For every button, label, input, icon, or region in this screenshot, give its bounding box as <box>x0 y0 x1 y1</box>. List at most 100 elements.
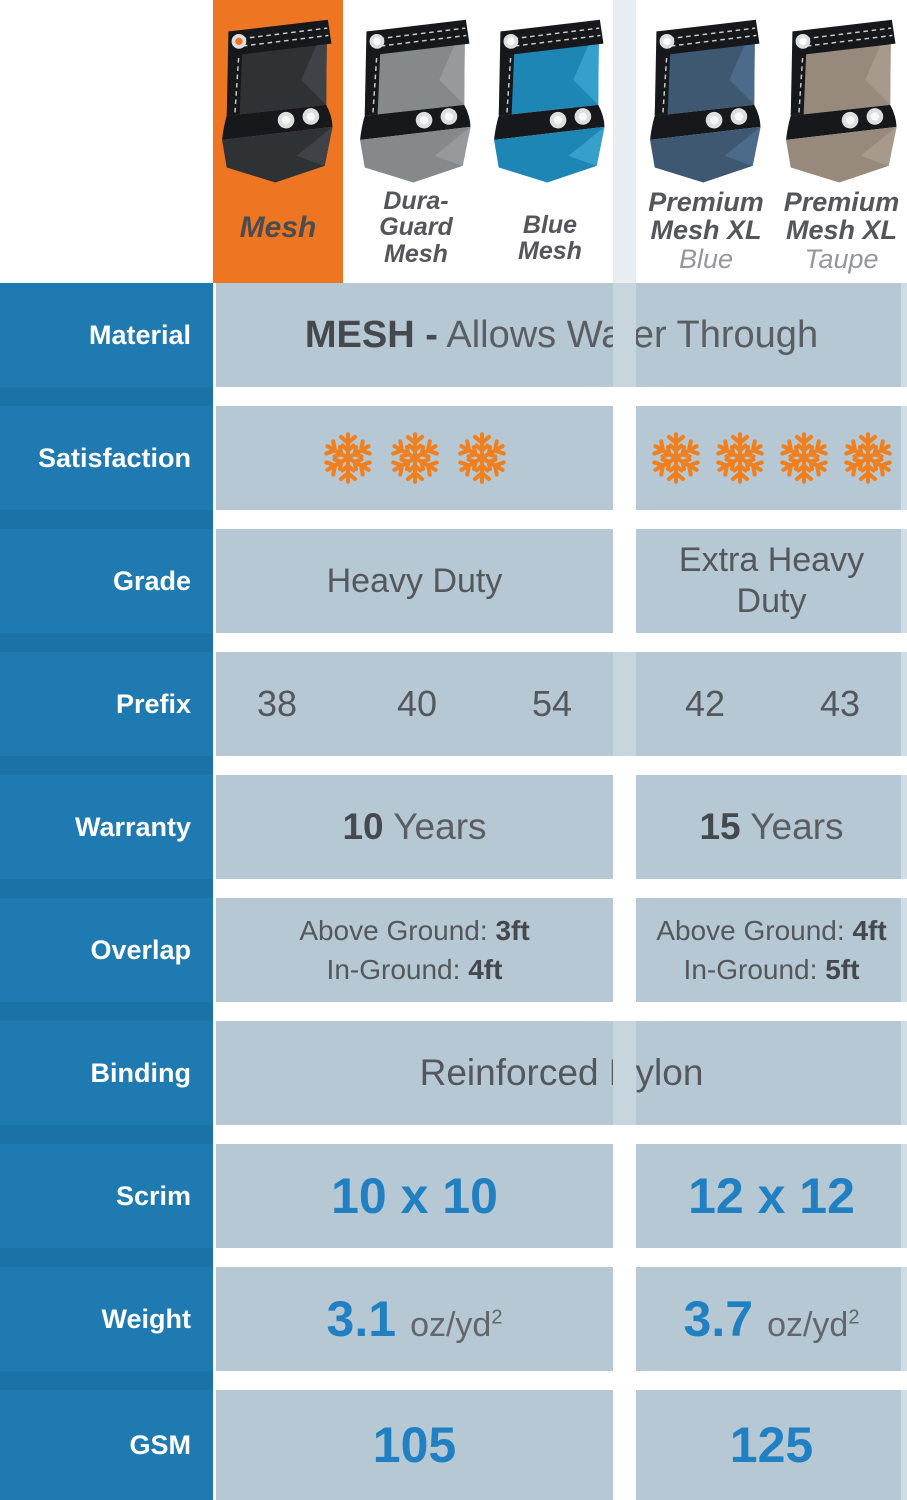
scrim-right-cell: 12 x 12 <box>636 1144 907 1248</box>
snowflake-icon <box>388 431 442 485</box>
row-overlap: Overlap Above Ground: 3ft In-Ground: 4ft… <box>0 898 907 1002</box>
premium-taupe-swatch-image <box>780 18 901 185</box>
gsm-right-cell: 125 <box>636 1390 907 1500</box>
product-column-blue-mesh: Blue Mesh <box>487 0 613 283</box>
row-label-prefix: Prefix <box>115 688 191 719</box>
satisfaction-right-cell <box>636 406 907 510</box>
right-edge-tint <box>901 406 907 510</box>
grade-left-value: Heavy Duty <box>326 561 503 600</box>
mesh-swatch-image <box>217 18 337 185</box>
row-label-weight: Weight <box>101 1303 192 1334</box>
right-edge-tint <box>901 898 907 1002</box>
sidebar-gap-stripe <box>0 1248 213 1267</box>
sidebar-gap-stripe <box>0 387 213 406</box>
product-label-mesh: Mesh <box>239 211 317 244</box>
overlap-right-value: Above Ground: 4ft In-Ground: 5ft <box>656 914 887 985</box>
overlap-right-cell: Above Ground: 4ft In-Ground: 5ft <box>636 898 907 1002</box>
material-cell: MESH - Allows Water Through <box>216 283 907 387</box>
product-column-premium-blue: Premium Mesh XL Blue <box>640 0 772 283</box>
dura-guard-swatch-image <box>355 18 475 185</box>
divider-tint <box>613 1021 636 1125</box>
product-header: Mesh Dura- Guard Mesh Blue Mesh Premium … <box>0 0 907 283</box>
overlap-left-cell: Above Ground: 3ft In-Ground: 4ft <box>216 898 613 1002</box>
product-column-dura-guard: Dura- Guard Mesh <box>346 0 486 283</box>
grade-right-value: Extra Heavy Duty <box>678 541 865 620</box>
prefix-value: 43 <box>819 683 861 724</box>
warranty-left-value: 10 Years <box>342 806 487 847</box>
right-edge-tint <box>901 652 907 756</box>
divider-tint <box>613 283 636 387</box>
snowflake-icon <box>321 431 375 485</box>
snowflake-icon <box>777 431 831 485</box>
snowflake-icon <box>649 431 703 485</box>
sidebar-gap-stripe <box>0 1125 213 1144</box>
row-gsm: GSM 105 125 <box>0 1390 907 1500</box>
snowflake-icon <box>841 431 895 485</box>
right-edge-tint <box>901 529 907 633</box>
row-satisfaction: Satisfaction <box>0 406 907 510</box>
gsm-left-cell: 105 <box>216 1390 613 1500</box>
sidebar-gap-stripe <box>0 1371 213 1390</box>
row-binding: Binding Reinforced Nylon <box>0 1021 907 1125</box>
gsm-right-value: 125 <box>729 1417 814 1473</box>
product-label-blue-mesh: Blue Mesh <box>518 211 582 266</box>
weight-right-cell: 3.7 oz/yd2 <box>636 1267 907 1371</box>
right-edge-tint <box>901 1021 907 1125</box>
row-label-binding: Binding <box>90 1057 191 1088</box>
weight-right-value: 3.7 oz/yd2 <box>683 1291 860 1347</box>
product-label-premium-blue: Premium Mesh XL Blue <box>648 187 764 274</box>
sidebar-gap-stripe <box>0 756 213 775</box>
row-prefix: Prefix 38 40 54 42 43 <box>0 652 907 756</box>
warranty-right-value: 15 Years <box>699 806 844 847</box>
right-edge-tint <box>901 1144 907 1248</box>
sidebar-gap-stripe <box>0 633 213 652</box>
snowflake-icon <box>455 431 509 485</box>
blue-mesh-swatch-image <box>489 18 609 185</box>
product-label-premium-taupe: Premium Mesh XL Taupe <box>783 187 900 274</box>
material-value: MESH - Allows Water Through <box>304 313 819 356</box>
row-warranty: Warranty 10 Years 15 Years <box>0 775 907 879</box>
sidebar-gap-stripe <box>0 879 213 898</box>
grade-right-cell: Extra Heavy Duty <box>636 529 907 633</box>
product-label-dura-guard: Dura- Guard Mesh <box>379 187 453 268</box>
prefix-cell: 38 40 54 42 43 <box>216 652 907 756</box>
overlap-left-value: Above Ground: 3ft In-Ground: 4ft <box>299 914 530 985</box>
gsm-left-value: 105 <box>372 1417 457 1473</box>
snowflake-icon <box>713 431 767 485</box>
prefix-value: 42 <box>684 683 726 724</box>
row-label-scrim: Scrim <box>115 1180 191 1211</box>
row-scrim: Scrim 10 x 10 12 x 12 <box>0 1144 907 1248</box>
warranty-left-cell: 10 Years <box>216 775 613 879</box>
product-column-premium-taupe: Premium Mesh XL Taupe <box>776 0 907 283</box>
row-label-overlap: Overlap <box>90 934 191 965</box>
row-label-material: Material <box>88 319 191 350</box>
scrim-left-cell: 10 x 10 <box>216 1144 613 1248</box>
scrim-left-value: 10 x 10 <box>331 1168 498 1224</box>
satisfaction-left-cell <box>216 406 613 510</box>
row-label-warranty: Warranty <box>74 811 191 842</box>
prefix-value: 54 <box>531 683 573 724</box>
sidebar-gap-stripe <box>0 510 213 529</box>
right-edge-tint <box>901 1390 907 1500</box>
row-material: Material MESH - Allows Water Through <box>0 283 907 387</box>
prefix-value: 38 <box>256 683 298 724</box>
grade-left-cell: Heavy Duty <box>216 529 613 633</box>
satisfaction-rating-right <box>649 431 895 485</box>
binding-cell: Reinforced Nylon <box>216 1021 907 1125</box>
weight-left-value: 3.1 oz/yd2 <box>326 1291 503 1347</box>
binding-value: Reinforced Nylon <box>419 1052 704 1093</box>
scrim-right-value: 12 x 12 <box>688 1168 855 1224</box>
product-column-mesh: Mesh <box>213 0 343 283</box>
column-group-divider <box>613 0 636 283</box>
row-grade: Grade Heavy Duty Extra Heavy Duty <box>0 529 907 633</box>
right-edge-tint <box>901 775 907 879</box>
right-edge-tint <box>901 283 907 387</box>
divider-tint <box>613 652 636 756</box>
right-edge-tint <box>901 1267 907 1371</box>
sidebar-background <box>0 283 213 1500</box>
sidebar-gap-stripe <box>0 1002 213 1021</box>
warranty-right-cell: 15 Years <box>636 775 907 879</box>
premium-blue-swatch-image <box>645 18 765 185</box>
row-label-satisfaction: Satisfaction <box>37 442 191 473</box>
